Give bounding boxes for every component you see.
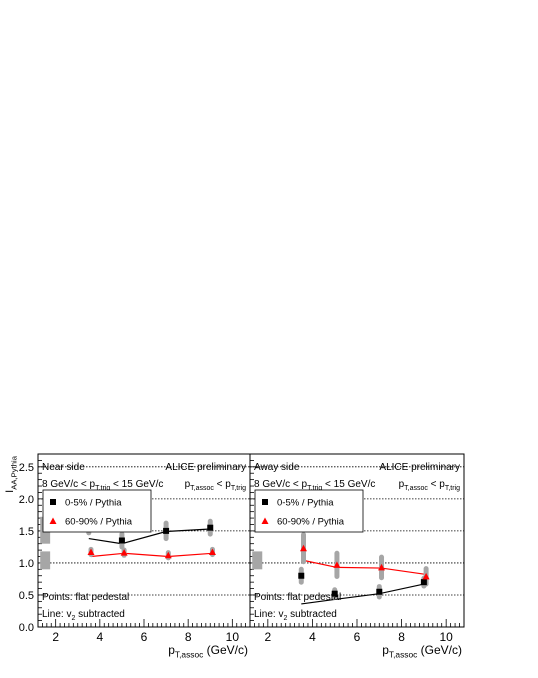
y-tick-label: 0.5 [19,590,34,602]
y-tick-label: 1.5 [19,526,34,538]
legend-label: 60-90% / Pythia [65,517,133,528]
legend-box [254,489,364,533]
x-tick-label: 10 [226,630,240,644]
scale-uncertainty-box [252,551,263,570]
data-point-triangle [422,572,430,580]
y-tick-label: 2.5 [19,462,34,474]
data-point-triangle [378,563,386,571]
x-tick-label: 6 [354,630,361,644]
x-axis-label: pT,assoc​ (GeV/c) [382,643,462,660]
assoc-condition-label: pT,assoc​ < pT,trig​ [185,479,247,492]
assoc-condition-label: pT,assoc​ < pT,trig​ [399,479,461,492]
legend-marker-square [262,499,268,505]
v2-subtracted-line [303,559,427,576]
data-point-square [207,524,214,531]
v2-subtracted-line [88,528,211,545]
line-note: Line: v2​ subtracted [254,609,337,622]
data-point-square [118,537,125,544]
legend-box [42,489,152,533]
data-point-triangle [164,551,172,559]
legend-label: 60-90% / Pythia [277,517,345,528]
x-tick-label: 8 [185,630,192,644]
y-tick-label: 2.0 [19,494,34,506]
trigger-range-label: 8 GeV/c < pT,trig​ < 15 GeV/c [254,479,375,492]
legend-label: 0-5% / Pythia [65,498,122,509]
points-note: Points: flat pedestal [42,592,129,603]
panel-away-side: 2 4 6 8 10 Away side ALICE preliminary 8 GeV/c … [249,453,465,660]
v2-subtracted-line [301,583,425,605]
legend-marker-triangle [261,517,269,524]
data-point-square [298,572,305,579]
experiment-label: ALICE preliminary [379,462,460,473]
trigger-range-label: 8 GeV/c < pT,trig​ < 15 GeV/c [42,479,163,492]
x-tick-label: 8 [398,630,405,644]
data-point-triangle [333,561,341,568]
legend-label: 0-5% / Pythia [277,498,334,509]
x-tick-label: 2 [52,630,59,644]
y-tick-label: 1.0 [19,558,34,570]
y-tick-label: 0.0 [19,622,34,634]
panel-near-side: 2 4 6 8 10 0.0 0.5 1.0 1.5 2.0 2.5 Near side ALICE p… [19,453,251,660]
data-point-square [420,579,427,586]
data-point-triangle [87,548,95,556]
data-point-square [376,588,383,595]
experiment-label: ALICE preliminary [165,462,246,473]
x-tick-label: 4 [96,630,103,644]
legend: 0-5% / Pythia 60-90% / Pythia [42,489,152,533]
legend-marker-triangle [49,517,57,524]
data-point-square [331,590,338,597]
data-point-triangle [208,548,216,556]
data-point-triangle [120,549,128,556]
x-tick-label: 6 [141,630,148,644]
scale-uncertainty-box [40,551,51,570]
x-tick-label: 2 [264,630,271,644]
data-point-square [163,527,170,534]
side-label: Away side [254,462,300,473]
points-note: Points: flat pedestal [254,592,341,603]
side-label: Near side [42,462,85,473]
x-axis-label: pT,assoc​ (GeV/c) [168,643,248,660]
legend-marker-square [50,499,56,505]
v2-subtracted-line [90,552,213,558]
line-note: Line: v2​ subtracted [42,609,125,622]
y-axis-label: IAA,Pythia​ [4,455,18,493]
data-point-triangle [300,544,307,552]
x-tick-label: 4 [309,630,316,644]
x-tick-label: 10 [439,630,453,644]
legend: 0-5% / Pythia 60-90% / Pythia [254,489,364,533]
